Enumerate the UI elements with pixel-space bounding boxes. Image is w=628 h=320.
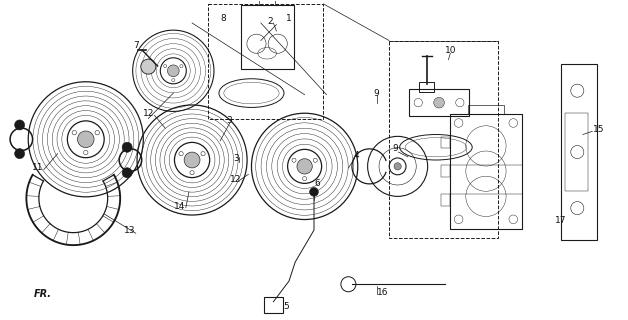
Bar (259, 0, 275, 5)
Circle shape (122, 168, 132, 178)
Text: 14: 14 (174, 202, 185, 211)
Text: 11: 11 (32, 164, 43, 172)
Bar (264, 297, 283, 313)
Circle shape (434, 97, 445, 108)
Bar (441, 165, 450, 177)
Circle shape (394, 163, 401, 170)
Bar (441, 194, 450, 205)
Bar (561, 64, 597, 240)
Circle shape (297, 159, 312, 174)
Circle shape (14, 120, 24, 130)
Text: 9: 9 (374, 89, 379, 98)
Bar (450, 114, 522, 228)
Text: 13: 13 (124, 226, 135, 235)
Circle shape (310, 188, 318, 196)
Text: 3: 3 (233, 154, 239, 163)
Text: 1: 1 (286, 14, 292, 23)
Circle shape (122, 142, 132, 152)
Text: 10: 10 (445, 45, 456, 55)
Circle shape (141, 59, 156, 74)
Text: 3: 3 (227, 116, 232, 125)
Bar (419, 82, 434, 92)
Text: 7: 7 (133, 41, 139, 50)
Circle shape (168, 65, 179, 77)
Bar (441, 137, 450, 148)
Circle shape (77, 131, 94, 148)
Circle shape (184, 152, 200, 168)
Text: 4: 4 (353, 151, 359, 160)
Text: 12: 12 (230, 175, 242, 184)
Text: 2: 2 (268, 17, 273, 26)
Text: 9: 9 (392, 144, 398, 153)
Bar (389, 41, 499, 238)
Bar (241, 5, 294, 69)
Bar (208, 4, 323, 119)
Text: 15: 15 (593, 125, 604, 134)
Bar (409, 89, 468, 116)
Text: 8: 8 (220, 14, 226, 23)
Text: 17: 17 (555, 216, 566, 225)
Text: 12: 12 (143, 109, 154, 118)
Bar (565, 114, 588, 191)
Text: 5: 5 (283, 302, 289, 311)
Bar (468, 105, 504, 114)
Text: 6: 6 (314, 180, 320, 188)
Text: 16: 16 (377, 288, 389, 297)
Text: FR.: FR. (34, 289, 52, 299)
Circle shape (14, 148, 24, 159)
